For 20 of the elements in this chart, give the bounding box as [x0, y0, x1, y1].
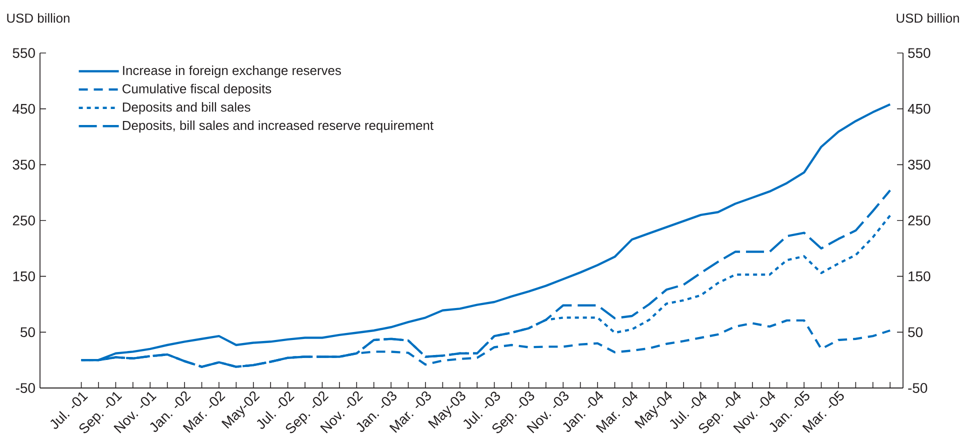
y-tick-label: -50 [16, 383, 35, 393]
y-tick-label: 150 [13, 271, 35, 282]
y-tick-label: 50 [20, 327, 35, 338]
y-tick-label: 350 [12, 160, 35, 170]
legend-label: Deposits, bill sales and increased reserve requirement [122, 120, 434, 133]
y2-tick-label: 350 [908, 160, 930, 170]
y-tick-label: 450 [12, 104, 35, 114]
y2-tick-label: 150 [908, 271, 930, 282]
y2-tick-label: 450 [908, 104, 930, 114]
y-tick-label: 550 [12, 48, 35, 58]
y2-tick-label: 550 [908, 48, 930, 58]
legend-label: Deposits and bill sales [122, 102, 250, 114]
y2-tick-label: -50 [908, 383, 928, 393]
y2-tick-label: 250 [908, 216, 930, 226]
y2-axis-title: USD billion [896, 13, 959, 23]
y-axis-title: USD billion [7, 13, 70, 23]
y2-tick-label: 50 [908, 327, 923, 338]
legend-label: Increase in foreign exchange reserves [123, 66, 341, 78]
legend-label: Cumulative fiscal deposits [122, 84, 272, 96]
y-tick-label: 250 [12, 216, 35, 226]
